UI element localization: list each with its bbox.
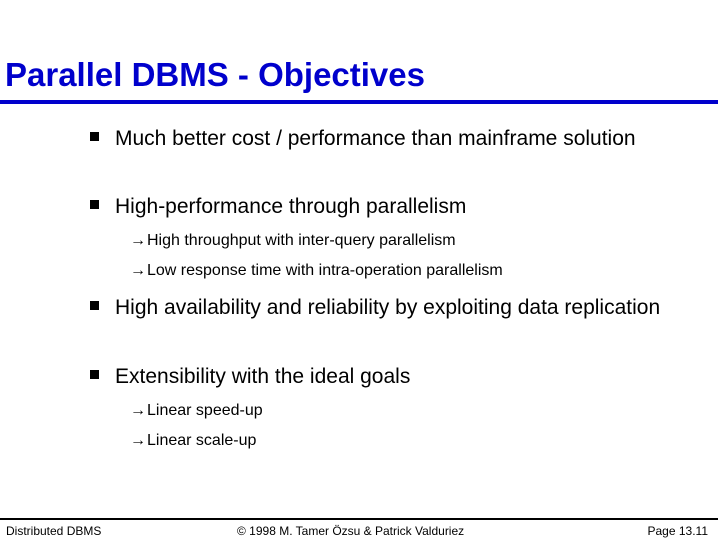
sub-bullet-item: →Linear scale-up	[130, 431, 256, 451]
bullet-text: High-performance through parallelism	[115, 195, 467, 218]
bullet-text: Extensibility with the ideal goals	[115, 365, 411, 388]
right-arrow-icon: →	[130, 262, 146, 279]
sub-bullet-text: Linear speed-up	[147, 402, 263, 419]
sub-bullet-item: →Linear speed-up	[130, 401, 263, 421]
square-bullet-icon	[90, 301, 99, 310]
square-bullet-icon	[90, 200, 99, 209]
sub-bullet-text: Linear scale-up	[147, 432, 257, 449]
bullet-text: Much better cost / performance than main…	[115, 127, 636, 150]
right-arrow-icon: →	[130, 402, 146, 419]
sub-bullet-item: →Low response time with intra-operation …	[130, 261, 503, 281]
right-arrow-icon: →	[130, 232, 146, 249]
square-bullet-icon	[90, 370, 99, 379]
sub-bullet-text: Low response time with intra-operation p…	[147, 262, 503, 279]
sub-bullet-item: →High throughput with inter-query parall…	[130, 231, 456, 251]
footer-divider	[0, 518, 718, 520]
footer-copyright: © 1998 M. Tamer Özsu & Patrick Valduriez	[237, 524, 465, 538]
footer-course-label: Distributed DBMS	[6, 524, 102, 538]
title-divider	[0, 100, 718, 104]
bullet-text: High availability and reliability by exp…	[115, 296, 661, 319]
slide-title: Parallel DBMS - Objectives	[5, 56, 425, 93]
right-arrow-icon: →	[130, 432, 146, 449]
sub-bullet-text: High throughput with inter-query paralle…	[147, 232, 456, 249]
page-number: Page 13.11	[647, 524, 709, 538]
square-bullet-icon	[90, 132, 99, 141]
